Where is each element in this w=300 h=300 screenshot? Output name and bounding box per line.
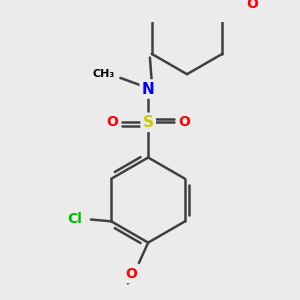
Text: Cl: Cl [67, 212, 82, 226]
Text: O: O [246, 0, 258, 11]
Text: S: S [142, 115, 154, 130]
Text: O: O [178, 115, 190, 129]
Text: O: O [106, 115, 118, 129]
Text: CH₃: CH₃ [93, 69, 115, 79]
Text: N: N [142, 82, 155, 97]
Text: O: O [126, 267, 137, 281]
